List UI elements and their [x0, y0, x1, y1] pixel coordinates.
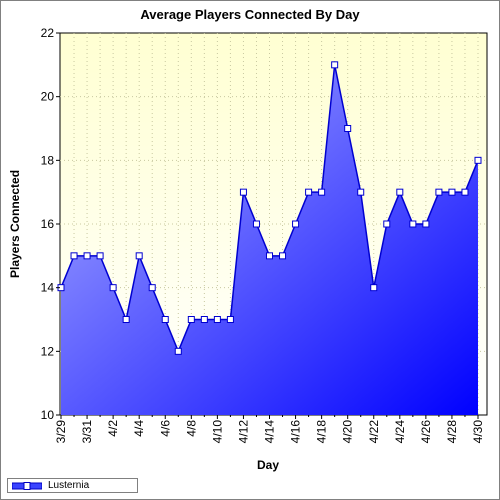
data-point	[370, 284, 378, 292]
x-tick-label: 3/31	[80, 420, 94, 444]
data-point	[252, 220, 260, 228]
legend-swatch	[12, 482, 42, 490]
x-tick-label: 4/14	[263, 420, 277, 444]
x-tick-label: 4/24	[393, 420, 407, 444]
series-area-0	[61, 64, 478, 415]
x-tick-label: 4/20	[341, 420, 355, 444]
data-point	[266, 252, 273, 260]
x-tick-label: 4/18	[315, 420, 329, 444]
y-tick-label: 14	[41, 281, 55, 295]
x-tick-label: 4/26	[419, 420, 433, 444]
data-point	[70, 252, 78, 260]
y-tick-label: 22	[41, 26, 55, 40]
data-point	[96, 252, 104, 260]
y-tick-label: 16	[41, 217, 55, 231]
y-axis-label: Players Connected	[8, 170, 22, 278]
data-point	[109, 284, 117, 292]
x-tick-label: 3/29	[54, 420, 68, 444]
data-point	[318, 188, 326, 196]
data-point	[331, 61, 339, 69]
x-tick-label: 4/2	[106, 420, 120, 437]
data-point	[226, 316, 234, 323]
x-tick-label: 4/22	[367, 420, 381, 444]
y-axis: 10 12 14 16 18 20 22	[41, 26, 60, 422]
y-tick-label: 20	[41, 90, 55, 104]
chart-title: Average Players Connected By Day	[140, 7, 360, 22]
x-tick-label: 4/10	[210, 420, 224, 444]
data-point	[135, 252, 143, 260]
data-point	[396, 188, 404, 196]
data-point	[83, 252, 91, 260]
data-point	[474, 156, 482, 164]
data-point	[435, 188, 443, 196]
x-tick-label: 4/6	[158, 420, 172, 437]
data-point	[239, 188, 247, 196]
data-point	[305, 188, 313, 196]
data-point	[148, 284, 156, 292]
x-axis-label: Day	[257, 458, 279, 472]
data-point	[409, 220, 417, 228]
y-tick-label: 12	[41, 344, 55, 358]
data-point	[461, 188, 469, 196]
data-point	[383, 220, 391, 228]
data-point	[200, 316, 208, 323]
legend: Lusternia	[7, 478, 138, 493]
data-point	[422, 220, 430, 228]
x-tick-label: 4/16	[289, 420, 303, 444]
x-tick-label: 4/8	[184, 420, 198, 437]
x-tick-label: 4/28	[445, 420, 459, 444]
data-point	[344, 125, 352, 132]
y-tick-label: 18	[41, 153, 55, 167]
data-point	[213, 316, 221, 323]
x-tick-label: 4/4	[132, 420, 146, 437]
data-point	[292, 220, 300, 228]
data-point	[448, 188, 456, 196]
legend-label: Lusternia	[48, 480, 90, 491]
data-point	[279, 252, 287, 260]
x-axis: 3/29 3/31 4/2 4/4 4/6 4/8 4/10 4/12 4/14 4/16 4/18…	[54, 415, 485, 443]
data-point	[187, 316, 195, 323]
y-tick-label: 10	[41, 408, 55, 422]
data-point	[357, 188, 365, 196]
x-tick-label: 4/30	[471, 420, 485, 444]
x-tick-label: 4/12	[236, 420, 250, 444]
data-point	[122, 316, 130, 323]
data-point	[161, 316, 169, 323]
data-point	[174, 347, 182, 355]
